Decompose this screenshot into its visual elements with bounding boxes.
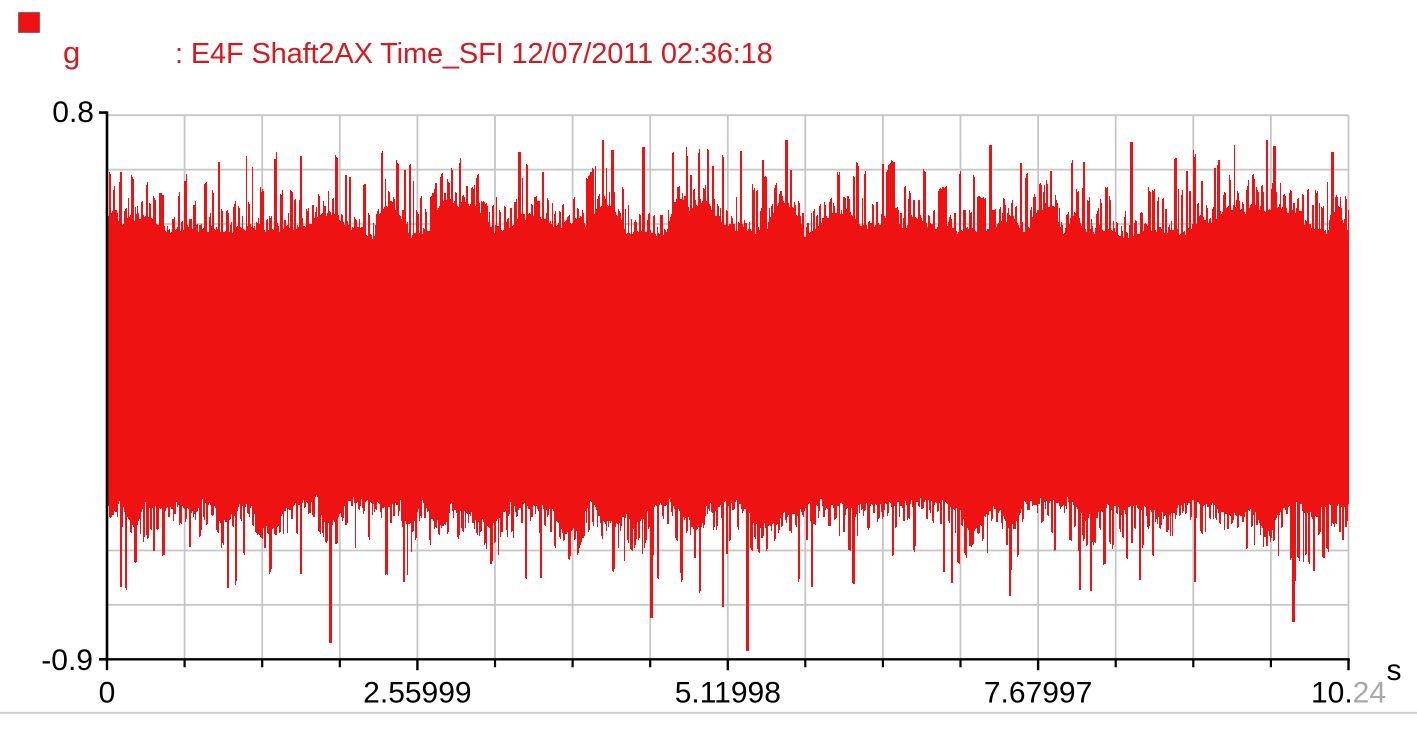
svg-text:g: g (63, 35, 80, 70)
svg-text:s: s (1387, 654, 1402, 687)
svg-text:: E4F Shaft2AX Time_SFI 12/07/: : E4F Shaft2AX Time_SFI 12/07/2011 02:36… (175, 38, 773, 70)
svg-text:0: 0 (99, 677, 116, 710)
svg-text:2.55999: 2.55999 (363, 677, 471, 710)
svg-text:5.11998: 5.11998 (675, 677, 781, 710)
svg-text:7.67997: 7.67997 (984, 677, 1092, 710)
svg-text:-0.9: -0.9 (41, 644, 93, 677)
svg-text:10.24: 10.24 (1311, 677, 1386, 710)
svg-text:0.8: 0.8 (52, 96, 94, 129)
